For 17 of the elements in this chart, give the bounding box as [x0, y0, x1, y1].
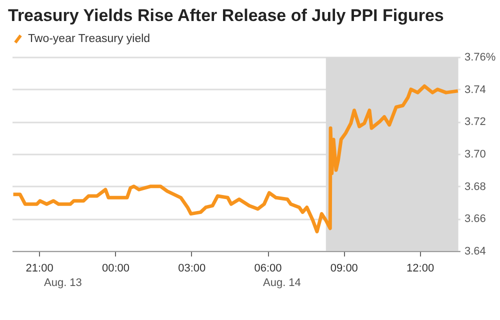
y-tick-label: 3.74 — [464, 84, 486, 96]
text: Aug. 13 — [44, 277, 82, 289]
y-tick-label: 3.72 — [464, 116, 486, 128]
chart-title: Treasury Yields Rise After Release of July PPI Figures — [8, 6, 444, 25]
x-tick-label: 21:00 — [26, 262, 54, 274]
y-tick-label: 3.70 — [464, 148, 486, 160]
x-tick-label: 03:00 — [178, 262, 206, 274]
y-tick-label: 3.66 — [464, 213, 486, 226]
x-tick-label: 06:00 — [254, 262, 282, 274]
y-tick-label: 3.64 — [464, 246, 486, 258]
y-tick-label: 3.68 — [464, 180, 486, 193]
x-tick-label: 09:00 — [330, 262, 358, 274]
x-tick-label: 12:00 — [406, 262, 434, 274]
x-tick-label: 00:00 — [102, 262, 130, 274]
legend-label: Two-year Treasury yield — [28, 33, 150, 45]
y-tick-label: 3.76% — [464, 52, 496, 64]
text: Aug. 14 — [263, 277, 301, 289]
